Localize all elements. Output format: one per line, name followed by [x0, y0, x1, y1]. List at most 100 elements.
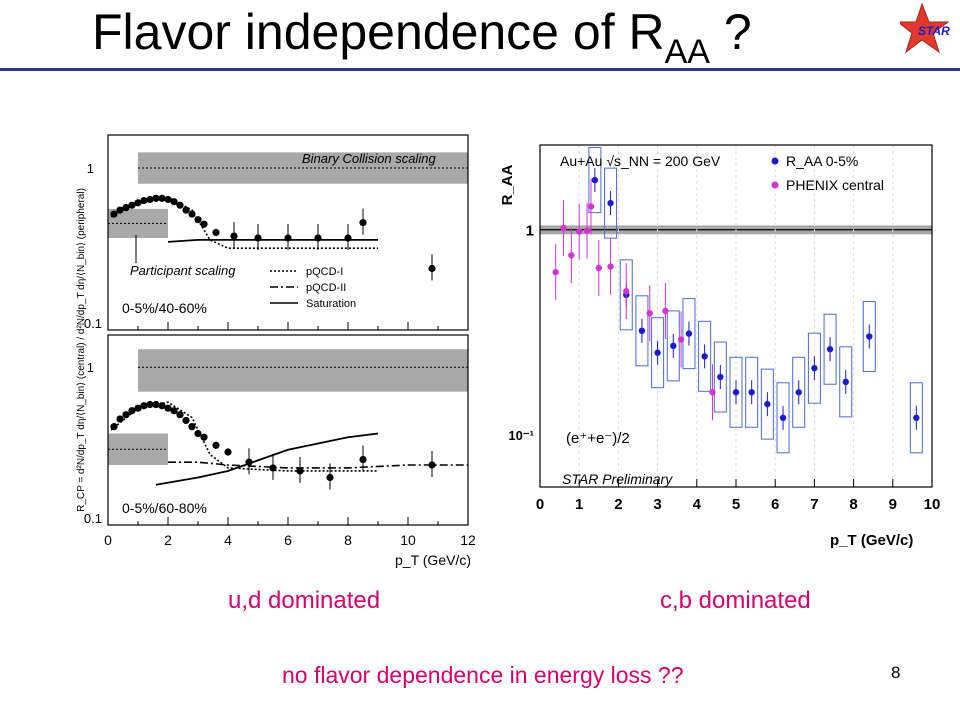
data-point — [152, 194, 160, 202]
star-logo-text: STAR — [918, 24, 950, 38]
annotation-electrons: (e⁺+e⁻)/2 — [566, 430, 630, 447]
data-point — [212, 228, 220, 237]
annotation-binary: Binary Collision scaling — [302, 151, 436, 166]
data-point — [146, 195, 154, 204]
legend-label: R_AA 0-5% — [786, 153, 858, 169]
data-point — [212, 441, 220, 449]
x-tick-label: 0 — [104, 532, 112, 548]
data-point — [188, 423, 196, 431]
data-point — [122, 411, 130, 419]
systematic-box — [862, 301, 876, 373]
star-data-point — [717, 373, 724, 381]
annotation-system: Au+Au √s_NN = 200 GeV — [560, 153, 721, 169]
data-point — [296, 467, 304, 475]
star-data-point — [638, 327, 646, 335]
caption-ud-dominated: u,d dominated — [228, 587, 381, 614]
left-chart-panel: 1 0.1 1 0.1 Binary Collision scaling Particip… — [76, 134, 476, 568]
annotation-participant: Participant scaling — [130, 263, 236, 278]
systematic-box — [823, 313, 837, 385]
legend-label: pQCD-I — [306, 266, 343, 278]
systematic-box — [666, 310, 680, 382]
data-point — [116, 415, 124, 423]
star-data-point — [826, 346, 834, 353]
systematic-box — [713, 341, 727, 413]
data-point — [359, 455, 367, 464]
phenix-data-point — [646, 310, 653, 317]
legend-label: Saturation — [306, 298, 356, 310]
star-logo-shape — [900, 2, 950, 54]
slide-title: Flavor independence of RAA ? — [92, 2, 752, 82]
systematic-box — [745, 356, 759, 428]
star-data-point — [842, 378, 849, 386]
systematic-box — [619, 259, 633, 331]
data-point — [164, 404, 172, 412]
x-tick-label: 8 — [849, 496, 857, 513]
star-data-point — [779, 414, 787, 422]
star-data-point — [591, 176, 599, 184]
annotation-preliminary: STAR Preliminary — [562, 471, 673, 487]
data-point — [269, 464, 277, 472]
curve-pqcd-ii — [168, 461, 468, 469]
phenix-data-point — [560, 224, 567, 232]
legend-label: pQCD-II — [306, 282, 346, 294]
page-number: 8 — [891, 663, 901, 682]
title-tail: ? — [709, 4, 752, 60]
systematic-box — [729, 356, 743, 428]
data-point — [200, 220, 208, 228]
phenix-data-point — [568, 252, 575, 259]
data-point — [245, 458, 253, 466]
title-rule — [0, 68, 960, 71]
title-subscript: AA — [664, 33, 710, 71]
data-point — [182, 206, 190, 214]
x-tick-label: 10 — [400, 532, 416, 548]
star-data-point — [748, 389, 755, 396]
x-tick-label: 2 — [164, 532, 172, 548]
data-point — [194, 216, 202, 224]
x-tick-label: 12 — [460, 532, 476, 548]
x-tick-label: 4 — [224, 532, 232, 548]
data-point — [158, 402, 166, 410]
legend-marker — [771, 181, 779, 189]
x-tick-label: 0 — [536, 496, 544, 513]
y-axis-label: R_CP = d²N/dp_T dη/⟨N_bin⟩ (central) / d… — [76, 188, 87, 512]
x-axis-label: p_T (GeV/c) — [395, 552, 471, 568]
x-tick-label: 8 — [344, 532, 352, 548]
data-point — [314, 234, 322, 242]
y-tick-label: 1 — [526, 223, 534, 240]
systematic-box — [776, 382, 790, 454]
star-data-point — [811, 364, 818, 372]
data-point — [152, 400, 160, 409]
phenix-data-point — [709, 389, 716, 396]
y-tick-label: 0.1 — [84, 511, 102, 526]
y-tick-label: 1 — [87, 161, 94, 176]
systematic-box — [909, 382, 923, 454]
right-chart-panel: 1 10⁻¹ 0 1 2 3 4 5 6 7 8 9 10 R_AA 0-5% PHENIX central… — [499, 144, 940, 549]
star-data-point — [764, 400, 771, 408]
annotation-centrality: 0-5%/60-80% — [122, 500, 207, 516]
systematic-box — [635, 295, 649, 367]
systematic-box — [651, 317, 665, 389]
data-point — [200, 433, 208, 441]
star-data-point — [670, 342, 677, 350]
x-tick-label: 7 — [810, 496, 818, 513]
y-axis-label: R_AA — [499, 164, 516, 205]
data-point — [359, 219, 367, 227]
x-tick-label: 1 — [575, 496, 583, 513]
data-point — [146, 400, 154, 409]
phenix-data-point — [662, 307, 669, 315]
curve-saturation — [155, 432, 379, 486]
x-tick-label: 5 — [732, 496, 740, 513]
x-axis-label: p_T (GeV/c) — [830, 532, 913, 549]
star-data-point — [654, 349, 661, 356]
legend-label: PHENIX central — [786, 177, 884, 193]
data-point — [284, 234, 292, 242]
data-point — [170, 407, 178, 415]
systematic-box — [839, 346, 853, 418]
data-point — [326, 473, 334, 482]
data-point — [134, 404, 142, 412]
annotation-centrality: 0-5%/40-60% — [122, 300, 207, 316]
systematic-box — [588, 147, 602, 214]
x-tick-label: 6 — [771, 496, 779, 513]
data-point — [164, 195, 172, 204]
phenix-data-point — [607, 263, 614, 270]
